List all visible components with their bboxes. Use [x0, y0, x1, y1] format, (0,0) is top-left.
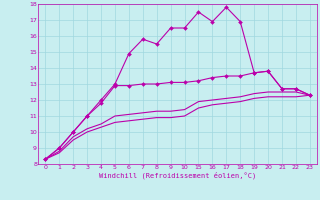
- X-axis label: Windchill (Refroidissement éolien,°C): Windchill (Refroidissement éolien,°C): [99, 172, 256, 179]
